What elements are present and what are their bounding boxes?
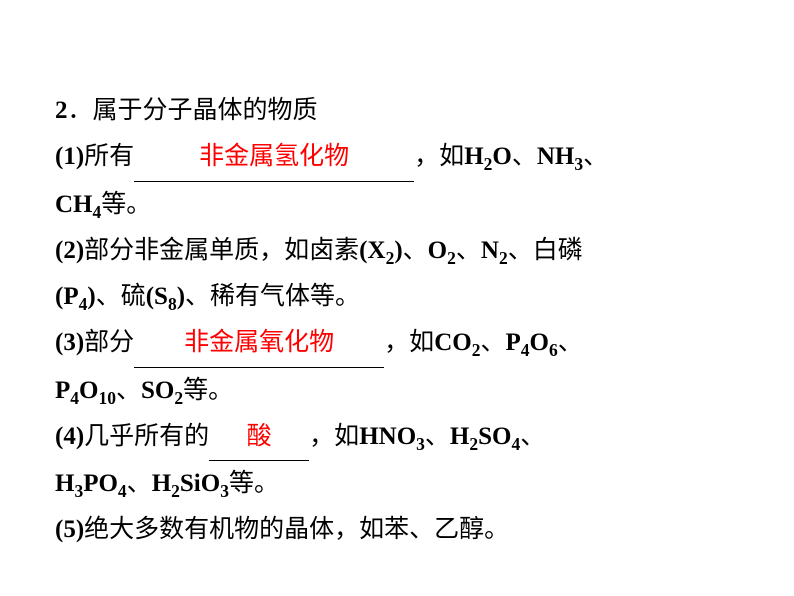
document-body: 2．属于分子晶体的物质 (1)所有非金属氢化物，如H2O、NH3、 CH4等。 … — [0, 0, 794, 554]
f: H — [55, 470, 74, 497]
item-1-prefix: (1) — [55, 143, 84, 170]
t: 、硫 — [96, 283, 146, 310]
s: 4 — [511, 434, 520, 454]
s: 10 — [98, 388, 116, 408]
item-1-line-2: CH4等。 — [55, 182, 739, 228]
sep: 、 — [403, 237, 428, 264]
f: H — [450, 423, 469, 450]
item-4-answer: 酸 — [247, 423, 272, 450]
heading-text: 属于分子晶体的物质 — [93, 97, 318, 124]
f: SO — [478, 423, 511, 450]
f: N — [481, 237, 499, 264]
sep: 、 — [583, 143, 608, 170]
item-5: (5)绝大多数有机物的晶体，如苯、乙醇。 — [55, 507, 739, 553]
s: 3 — [220, 481, 229, 501]
s: 3 — [416, 434, 425, 454]
sep: 、 — [456, 237, 481, 264]
s: 4 — [93, 202, 102, 222]
s: 3 — [574, 154, 583, 174]
f: ) — [177, 283, 185, 310]
f: ) — [87, 283, 95, 310]
s: 4 — [118, 481, 127, 501]
s: 8 — [168, 294, 177, 314]
f: H — [152, 470, 171, 497]
item-4-line-1: (4)几乎所有的酸，如HNO3、H2SO4、 — [55, 414, 739, 461]
item-4-blank: 酸 — [209, 414, 309, 461]
item-5-prefix: (5) — [55, 516, 84, 543]
heading-sep: ． — [68, 97, 93, 124]
item-4-line-2: H3PO4、H2SiO3等。 — [55, 461, 739, 507]
t: 、稀有气体等。 — [185, 283, 360, 310]
s: 4 — [70, 388, 79, 408]
f: (S — [146, 283, 168, 310]
f: NH — [537, 143, 575, 170]
s: 2 — [499, 248, 508, 268]
item-1-t2: ，如 — [414, 143, 464, 170]
s: 6 — [549, 340, 558, 360]
item-1-blank: 非金属氢化物 — [134, 134, 414, 181]
t: 等。 — [229, 470, 279, 497]
f: HNO — [359, 423, 416, 450]
f: P — [505, 329, 520, 356]
t: 、白磷 — [508, 237, 583, 264]
f: H — [464, 143, 483, 170]
sep: 、 — [127, 470, 152, 497]
item-2-line-1: (2)部分非金属单质，如卤素(X2)、O2、N2、白磷 — [55, 228, 739, 274]
s: 2 — [447, 248, 456, 268]
item-3-line-1: (3)部分非金属氧化物，如CO2、P4O6、 — [55, 320, 739, 367]
f: O — [428, 237, 447, 264]
item-4-t2: ，如 — [309, 423, 359, 450]
item-5-text: 绝大多数有机物的晶体，如苯、乙醇。 — [84, 516, 509, 543]
sep: 、 — [116, 377, 141, 404]
item-2-t1: 部分非金属单质，如卤素 — [84, 237, 359, 264]
f: O — [529, 329, 548, 356]
sep: 、 — [480, 329, 505, 356]
item-1-answer: 非金属氢化物 — [199, 143, 349, 170]
heading-number: 2 — [55, 97, 68, 124]
t: 等。 — [101, 191, 151, 218]
f: O — [79, 377, 98, 404]
f: SO — [141, 377, 174, 404]
sep: 、 — [520, 423, 545, 450]
f: CO — [434, 329, 472, 356]
item-3-blank: 非金属氧化物 — [134, 320, 384, 367]
f: ) — [394, 237, 402, 264]
s: 3 — [74, 481, 83, 501]
f: SiO — [180, 470, 220, 497]
item-3-t1: 部分 — [84, 329, 134, 356]
f: P — [55, 377, 70, 404]
item-3-answer: 非金属氧化物 — [184, 329, 334, 356]
item-4-prefix: (4) — [55, 423, 84, 450]
item-4-t1: 几乎所有的 — [84, 423, 209, 450]
sep: 、 — [425, 423, 450, 450]
s: 2 — [174, 388, 183, 408]
heading: 2．属于分子晶体的物质 — [55, 88, 739, 134]
item-3-t2: ，如 — [384, 329, 434, 356]
f: (X — [359, 237, 385, 264]
s: 2 — [171, 481, 180, 501]
item-3-line-2: P4O10、SO2等。 — [55, 368, 739, 414]
f: (P — [55, 283, 79, 310]
item-2-line-2: (P4)、硫(S8)、稀有气体等。 — [55, 274, 739, 320]
item-1-t1: 所有 — [84, 143, 134, 170]
s: 2 — [469, 434, 478, 454]
s: 2 — [386, 248, 395, 268]
f: CH — [55, 191, 93, 218]
sep: 、 — [512, 143, 537, 170]
item-1-line-1: (1)所有非金属氢化物，如H2O、NH3、 — [55, 134, 739, 181]
f: O — [492, 143, 511, 170]
t: 等。 — [183, 377, 233, 404]
f: PO — [83, 470, 118, 497]
item-3-prefix: (3) — [55, 329, 84, 356]
item-2-prefix: (2) — [55, 237, 84, 264]
sep: 、 — [558, 329, 583, 356]
